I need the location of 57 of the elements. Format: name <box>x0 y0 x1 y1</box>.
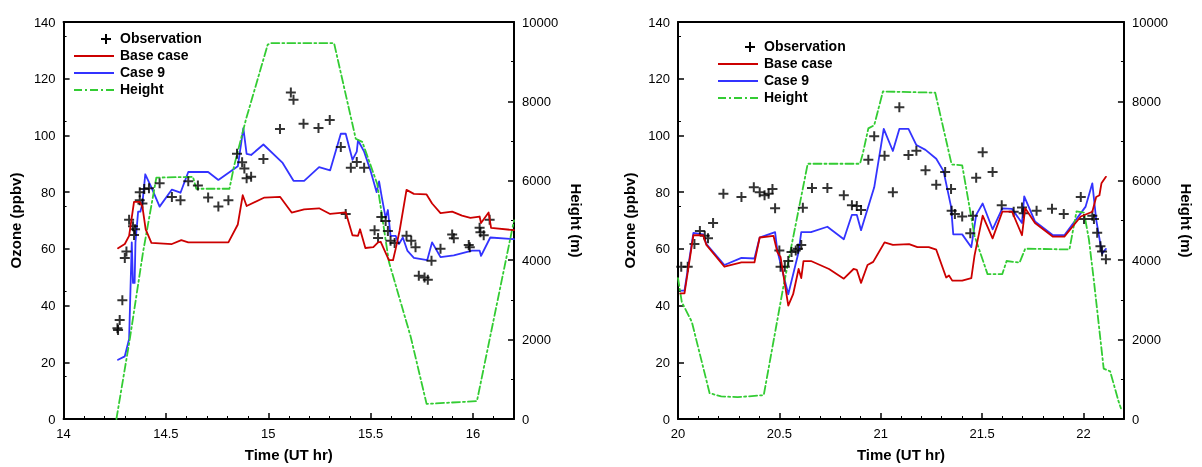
x-tick-label: 22 <box>1076 426 1091 441</box>
legend-label: Case 9 <box>764 72 810 89</box>
y-tick-label: 40 <box>41 298 56 314</box>
y2-tick-label: 0 <box>1131 411 1140 427</box>
y-tick-label: 0 <box>48 411 56 427</box>
x-tick-label: 21 <box>873 426 888 441</box>
y2-tick-label: 4000 <box>1131 252 1161 268</box>
y2-tick-label: 6000 <box>1131 173 1161 189</box>
x-tick-label: 15.5 <box>358 426 384 441</box>
y-tick-label: 120 <box>33 71 56 87</box>
legend-label: Case 9 <box>120 64 166 81</box>
y-tick-label: 80 <box>41 184 56 200</box>
x-tick-label: 21.5 <box>969 426 995 441</box>
line-series <box>117 188 515 262</box>
y2-tick-label: 2000 <box>1131 332 1161 348</box>
y-tick-label: 140 <box>648 14 670 30</box>
x-axis-title: Time (UT hr) <box>244 446 333 463</box>
line-series <box>677 90 1122 410</box>
x-tick-label: 16 <box>465 426 481 441</box>
legend-label: Height <box>120 81 164 98</box>
x-tick-label: 14 <box>56 426 71 441</box>
line-series <box>115 42 515 420</box>
y2-tick-label: 10000 <box>522 14 559 30</box>
y2-tick-label: 0 <box>522 411 530 427</box>
x-tick-label: 20.5 <box>766 426 793 441</box>
line-series <box>117 127 515 361</box>
y2-tick-label: 8000 <box>1131 93 1161 109</box>
legend-label: Base case <box>120 47 189 64</box>
x-tick-label: 15 <box>261 426 276 441</box>
line-series <box>679 175 1107 307</box>
x-tick-label: 20 <box>670 426 686 441</box>
y-tick-label: 140 <box>33 14 56 30</box>
y2-tick-label: 2000 <box>522 332 551 348</box>
y-tick-label: 100 <box>33 127 56 143</box>
y-tick-label: 20 <box>655 354 670 370</box>
legend-label: Observation <box>764 38 846 55</box>
x-axis-title: Time (UT hr) <box>856 446 946 463</box>
y-tick-label: 120 <box>648 71 670 87</box>
y-tick-label: 60 <box>655 241 670 257</box>
legend-label: Height <box>764 89 808 106</box>
y-tick-label: 40 <box>655 298 670 314</box>
legend-label: Observation <box>120 30 202 47</box>
y2-tick-label: 8000 <box>522 93 551 109</box>
y-tick-label: 60 <box>41 241 56 257</box>
y2-axis-title: Height (m) <box>1178 183 1195 258</box>
y-tick-label: 80 <box>655 184 670 200</box>
y2-axis-title: Height (m) <box>568 183 586 258</box>
y2-tick-label: 10000 <box>1131 14 1169 30</box>
y-axis-title: Ozone (ppbv) <box>621 172 639 269</box>
y2-tick-label: 6000 <box>522 173 551 189</box>
legend-label: Base case <box>764 55 833 72</box>
y-tick-label: 0 <box>662 411 670 427</box>
y-tick-label: 100 <box>648 127 670 143</box>
y-axis-title: Ozone (ppbv) <box>7 172 24 269</box>
y-tick-label: 20 <box>41 354 56 370</box>
y2-tick-label: 4000 <box>522 252 551 268</box>
x-tick-label: 14.5 <box>153 426 179 441</box>
